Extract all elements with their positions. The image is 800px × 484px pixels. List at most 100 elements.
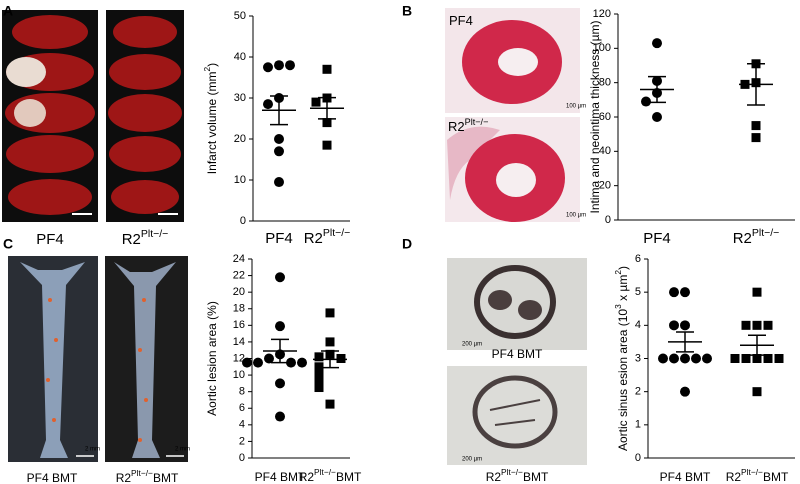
superscript: Plt−/− bbox=[131, 468, 153, 478]
photo-c bbox=[8, 256, 188, 462]
text-part: R2 bbox=[486, 470, 502, 484]
text-part: R2 bbox=[116, 471, 132, 484]
data-point bbox=[286, 357, 296, 368]
y-tick-label: 40 bbox=[234, 51, 246, 63]
data-point bbox=[652, 38, 662, 49]
y-tick-label: 16 bbox=[233, 319, 245, 331]
x-tick-label: R2Plt−/−BMT bbox=[726, 467, 789, 484]
y-tick-label: 120 bbox=[593, 8, 611, 20]
photo-b bbox=[445, 8, 580, 222]
image-label: PF4 bbox=[449, 13, 473, 28]
text-part: R2 bbox=[726, 470, 742, 484]
y-tick-label: 0 bbox=[605, 214, 611, 226]
x-tick-label: R2Plt−/− bbox=[304, 227, 351, 247]
data-point bbox=[325, 308, 335, 318]
y-tick-label: 2 bbox=[239, 435, 245, 447]
text-part: BMT bbox=[523, 470, 549, 484]
data-point bbox=[652, 112, 662, 122]
scale-bar-label: 100 µm bbox=[566, 104, 586, 110]
y-tick-label: 1 bbox=[635, 419, 641, 431]
image-label: R2Plt−/− bbox=[448, 117, 488, 134]
superscript: Plt−/− bbox=[465, 117, 489, 127]
y-tick-label: 0 bbox=[239, 452, 245, 464]
y-tick-label: 50 bbox=[234, 10, 246, 22]
y-tick-label: 40 bbox=[599, 145, 611, 157]
photo-a bbox=[2, 10, 184, 222]
y-tick-label: 22 bbox=[233, 269, 245, 281]
data-point bbox=[741, 320, 751, 330]
data-point bbox=[752, 287, 762, 297]
text-part: PF4 BMT bbox=[660, 470, 711, 484]
text-part: BMT bbox=[336, 470, 362, 484]
text-part: ) bbox=[205, 63, 219, 67]
data-point bbox=[297, 357, 307, 368]
panel-letter: A bbox=[3, 3, 13, 19]
text-part: PF4 bbox=[265, 230, 293, 247]
data-point bbox=[752, 387, 762, 397]
superscript: Plt−/− bbox=[501, 467, 523, 477]
data-point bbox=[763, 354, 773, 363]
y-tick-label: 6 bbox=[239, 402, 245, 414]
text-part: PF4 BMT bbox=[255, 470, 306, 484]
y-tick-label: 60 bbox=[599, 111, 611, 123]
panel-letter: C bbox=[3, 236, 13, 252]
text-part: BMT bbox=[153, 471, 179, 484]
x-tick-label: PF4 bbox=[643, 230, 671, 247]
data-point bbox=[263, 62, 273, 73]
data-point bbox=[774, 354, 784, 363]
data-point bbox=[680, 353, 690, 364]
data-point bbox=[763, 320, 773, 330]
data-point bbox=[680, 386, 690, 397]
data-point bbox=[658, 353, 668, 364]
text-part: PF4 bbox=[449, 13, 473, 28]
y-axis-label: Infarct volume (mm2) bbox=[202, 63, 219, 174]
photo-d bbox=[447, 258, 587, 465]
y-tick-label: 2 bbox=[635, 386, 641, 398]
data-point bbox=[314, 383, 324, 393]
y-tick-label: 5 bbox=[635, 286, 641, 298]
data-point bbox=[274, 134, 284, 144]
data-point bbox=[263, 99, 273, 110]
text-part: x µm bbox=[616, 275, 630, 305]
superscript: 2 bbox=[202, 66, 212, 71]
data-point bbox=[669, 320, 679, 331]
data-point bbox=[751, 133, 761, 143]
data-point bbox=[264, 353, 274, 364]
text-part: PF4 bbox=[36, 231, 64, 248]
text-part: R2 bbox=[299, 470, 315, 484]
text-part: BMT bbox=[763, 470, 789, 484]
scale-bar-label: 200 µm bbox=[462, 457, 482, 463]
y-tick-label: 10 bbox=[233, 369, 245, 381]
y-tick-label: 30 bbox=[234, 92, 246, 104]
image-label: PF4 BMT bbox=[27, 471, 78, 484]
superscript: Plt−/− bbox=[323, 227, 350, 239]
y-tick-label: 20 bbox=[234, 133, 246, 145]
image-label: PF4 BMT bbox=[492, 347, 543, 361]
image-label: R2Plt−/−BMT bbox=[486, 467, 549, 484]
scale-bar-label: 100 µm bbox=[566, 213, 586, 219]
data-point bbox=[730, 354, 740, 363]
y-tick-label: 100 bbox=[593, 42, 611, 54]
y-tick-label: 4 bbox=[635, 319, 641, 331]
y-tick-label: 12 bbox=[233, 352, 245, 364]
y-tick-label: 14 bbox=[233, 336, 245, 348]
text-part: R2 bbox=[448, 119, 465, 134]
y-tick-label: 4 bbox=[239, 419, 245, 431]
data-point bbox=[669, 287, 679, 298]
text-part: R2 bbox=[122, 231, 141, 248]
data-point bbox=[322, 118, 332, 128]
text-part: Infarct volume (mm bbox=[205, 71, 219, 174]
data-point bbox=[275, 272, 285, 283]
x-tick-label: PF4 BMT bbox=[660, 470, 711, 484]
y-tick-label: 20 bbox=[599, 180, 611, 192]
data-point bbox=[691, 353, 701, 364]
data-point bbox=[641, 96, 651, 107]
x-tick-label: PF4 BMT bbox=[255, 470, 306, 484]
data-point bbox=[751, 121, 761, 131]
panel-letter: B bbox=[402, 3, 412, 19]
data-point bbox=[274, 177, 284, 188]
data-point bbox=[336, 354, 346, 363]
data-point bbox=[752, 320, 762, 330]
data-point bbox=[325, 337, 335, 347]
